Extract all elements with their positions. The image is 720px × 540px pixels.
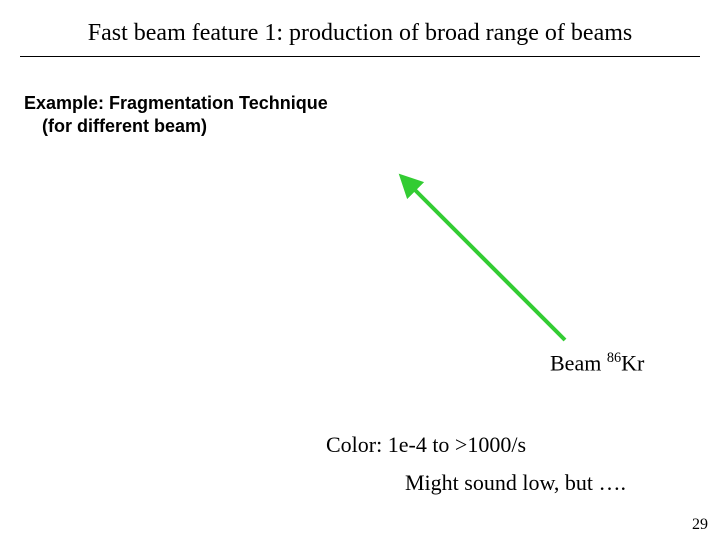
example-line-2: (for different beam) (24, 115, 328, 138)
example-line-1: Example: Fragmentation Technique (24, 92, 328, 115)
beam-label: Beam 86Kr (550, 350, 644, 376)
color-range-text: Color: 1e-4 to >1000/s (326, 432, 526, 458)
beam-prefix: Beam (550, 350, 607, 375)
beam-arrow (0, 0, 720, 540)
slide-title: Fast beam feature 1: production of broad… (0, 20, 720, 47)
page-number: 29 (692, 516, 708, 534)
title-underline (20, 56, 700, 57)
beam-element: Kr (621, 350, 644, 375)
example-heading: Example: Fragmentation Technique (for di… (24, 92, 328, 137)
might-sound-text: Might sound low, but …. (405, 470, 626, 496)
beam-mass-number: 86 (607, 350, 621, 366)
